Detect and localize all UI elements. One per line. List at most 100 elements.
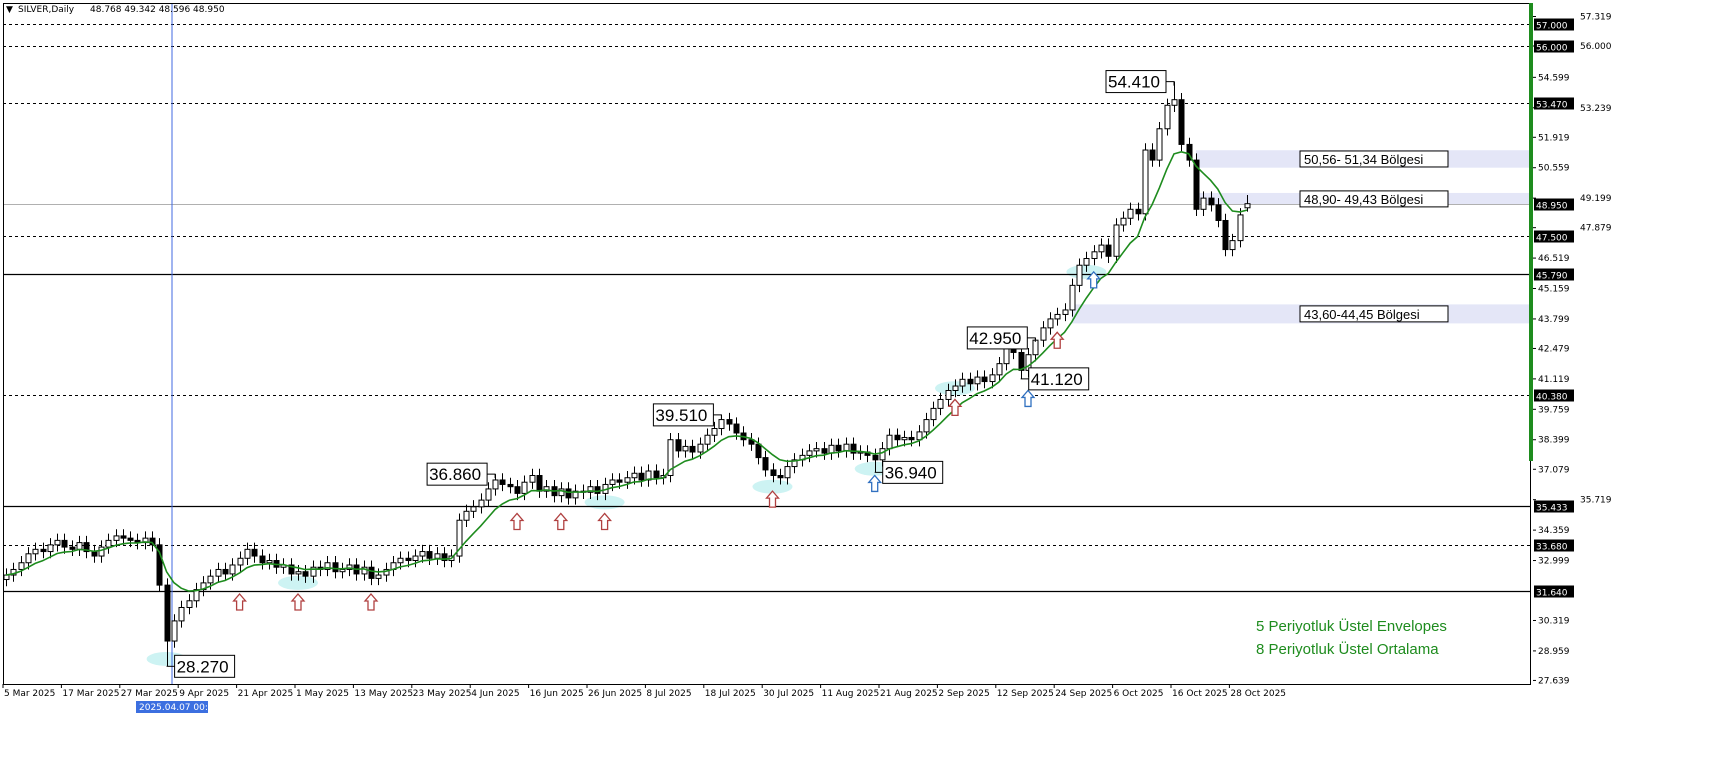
candle-body[interactable] <box>1222 219 1229 251</box>
candle-body[interactable] <box>288 564 295 575</box>
candle-body[interactable] <box>529 475 536 483</box>
candle-body[interactable] <box>507 483 514 488</box>
candle-body[interactable] <box>83 542 90 553</box>
candle-body[interactable] <box>1171 99 1178 106</box>
candle-body[interactable] <box>149 537 156 546</box>
candle-body[interactable] <box>1229 240 1236 251</box>
candle-body[interactable] <box>1135 208 1142 215</box>
candle-body[interactable] <box>967 378 974 385</box>
candle-body[interactable] <box>127 537 134 541</box>
candle-body[interactable] <box>718 419 725 430</box>
candle-body[interactable] <box>1244 203 1251 209</box>
candle-body[interactable] <box>974 376 981 385</box>
candle-body[interactable] <box>959 378 966 387</box>
candle-body[interactable] <box>1215 204 1222 221</box>
candle-body[interactable] <box>1149 149 1156 161</box>
candle-body[interactable] <box>25 553 32 564</box>
candle-body[interactable] <box>244 548 251 559</box>
candle-body[interactable] <box>653 470 660 479</box>
candle-body[interactable] <box>930 407 937 421</box>
candle-body[interactable] <box>638 472 645 481</box>
candle-body[interactable] <box>682 445 689 452</box>
time-axis[interactable]: 5 Mar 2025 17 Mar 2025 27 Mar 2025 9 Apr 20… <box>2 684 1286 699</box>
candle-body[interactable] <box>215 568 222 577</box>
candle-body[interactable] <box>1193 159 1200 210</box>
candle-body[interactable] <box>908 436 915 441</box>
candle-body[interactable] <box>1018 351 1025 371</box>
candle-body[interactable] <box>733 423 740 434</box>
candle-body[interactable] <box>726 419 733 425</box>
candle-body[interactable] <box>565 488 572 499</box>
candle-body[interactable] <box>1098 244 1105 253</box>
candle-body[interactable] <box>302 571 309 577</box>
candle-body[interactable] <box>667 439 674 477</box>
candle-body[interactable] <box>1062 309 1069 315</box>
candle-body[interactable] <box>222 568 229 575</box>
candle-body[interactable] <box>850 443 857 454</box>
candle-body[interactable] <box>478 499 485 508</box>
candle-body[interactable] <box>843 443 850 452</box>
candle-body[interactable] <box>543 486 550 492</box>
candle-body[interactable] <box>558 488 565 497</box>
candle-body[interactable] <box>572 490 579 499</box>
candle-body[interactable] <box>492 479 499 490</box>
candle-body[interactable] <box>894 434 901 441</box>
candle-body[interactable] <box>791 459 798 468</box>
candle-body[interactable] <box>784 466 791 479</box>
candle-body[interactable] <box>120 535 127 539</box>
candle-body[interactable] <box>996 363 1003 376</box>
candle-body[interactable] <box>332 562 339 573</box>
candle-body[interactable] <box>1164 104 1171 130</box>
candle-body[interactable] <box>828 444 835 454</box>
candle-body[interactable] <box>1105 244 1112 257</box>
candle-body[interactable] <box>923 419 930 433</box>
candle-body[interactable] <box>755 443 762 459</box>
candle-body[interactable] <box>171 620 178 642</box>
candle-body[interactable] <box>1032 339 1039 356</box>
candle-body[interactable] <box>536 475 543 492</box>
header-triangle-icon[interactable]: ▼ <box>6 5 13 15</box>
candle-body[interactable] <box>981 376 988 383</box>
candle-body[interactable] <box>346 564 353 570</box>
candle-body[interactable] <box>697 443 704 453</box>
candle-body[interactable] <box>426 551 433 559</box>
candle-body[interactable] <box>375 574 382 579</box>
candle-body[interactable] <box>872 454 879 461</box>
candle-body[interactable] <box>441 553 448 562</box>
candle-body[interactable] <box>69 546 76 550</box>
price-axis[interactable]: 57.000 56.000 53.470 48.950 47.500 45.790 40.3… <box>1533 12 1612 686</box>
candle-body[interactable] <box>1127 208 1134 219</box>
candle-body[interactable] <box>405 557 412 562</box>
candle-body[interactable] <box>711 428 718 436</box>
candle-body[interactable] <box>1091 251 1098 260</box>
candle-body[interactable] <box>901 436 908 441</box>
candle-body[interactable] <box>412 555 419 562</box>
candle-body[interactable] <box>98 546 105 557</box>
candle-body[interactable] <box>1083 258 1090 266</box>
candle-body[interactable] <box>1156 128 1163 161</box>
candle-body[interactable] <box>207 575 214 584</box>
candle-body[interactable] <box>113 535 120 541</box>
candle-body[interactable] <box>1186 143 1193 161</box>
candle-body[interactable] <box>879 448 886 461</box>
candle-body[interactable] <box>770 469 777 477</box>
candle-body[interactable] <box>156 544 163 586</box>
candle-body[interactable] <box>704 434 711 445</box>
candle-body[interactable] <box>397 557 404 564</box>
candle-body[interactable] <box>229 564 236 575</box>
candle-body[interactable] <box>32 548 39 555</box>
candle-body[interactable] <box>821 448 828 454</box>
candle-body[interactable] <box>806 450 813 456</box>
candle-body[interactable] <box>587 486 594 493</box>
candle-body[interactable] <box>1076 264 1083 286</box>
candle-body[interactable] <box>383 568 390 576</box>
candle-body[interactable] <box>1237 214 1244 242</box>
candle-body[interactable] <box>631 472 638 479</box>
candle-body[interactable] <box>952 385 959 391</box>
candle-body[interactable] <box>521 481 528 494</box>
candle-body[interactable] <box>485 488 492 501</box>
candle-body[interactable] <box>186 600 193 608</box>
candle-body[interactable] <box>1178 99 1185 145</box>
candle-body[interactable] <box>54 539 61 546</box>
candle-body[interactable] <box>18 562 25 570</box>
